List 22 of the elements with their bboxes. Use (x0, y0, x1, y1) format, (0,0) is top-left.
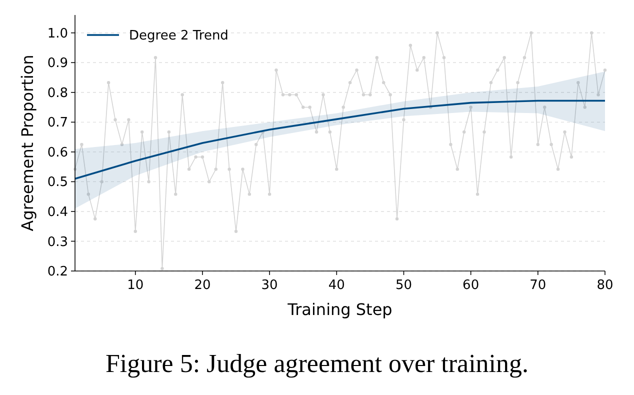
y-tick-label: 0.4 (47, 205, 68, 220)
x-tick-label: 60 (462, 278, 480, 293)
y-tick-label: 1.0 (47, 26, 68, 42)
x-tick-label: 50 (395, 278, 412, 293)
x-tick-label: 70 (530, 278, 546, 293)
legend-label: Degree 2 Trend (129, 28, 228, 44)
y-tick-label: 0.9 (47, 56, 68, 72)
y-tick-label: 0.3 (47, 234, 68, 250)
y-tick-label: 0.7 (47, 116, 68, 131)
text: Figure 5: Judge agreement over training. (105, 349, 529, 378)
x-tick-label: 10 (127, 278, 144, 293)
y-tick-label: 0.5 (47, 175, 68, 190)
y-tick-label: 0.8 (47, 86, 68, 101)
y-tick-label: 0.2 (47, 264, 68, 280)
x-axis-title: Training Step (286, 300, 392, 319)
x-tick-label: 40 (328, 278, 345, 293)
y-tick-label: 0.6 (47, 145, 68, 160)
x-tick-label: 30 (261, 278, 278, 293)
y-axis-title: Agreement Proportion (18, 54, 37, 232)
line-series (74, 100, 606, 180)
x-tick-label: 80 (596, 278, 614, 293)
x-tick-label: 20 (194, 278, 211, 293)
